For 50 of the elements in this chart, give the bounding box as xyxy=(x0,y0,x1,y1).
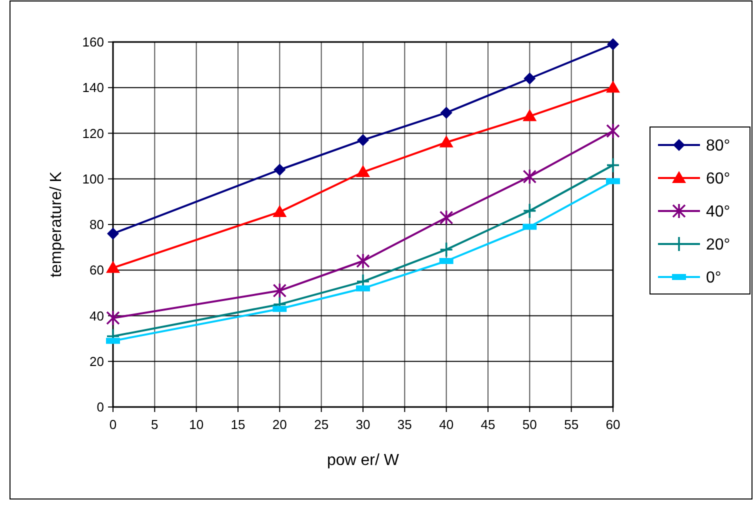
legend-label: 40° xyxy=(706,204,730,221)
y-tick-label: 160 xyxy=(82,34,104,50)
legend-label: 60° xyxy=(706,170,730,188)
point xyxy=(606,80,620,93)
point xyxy=(522,109,537,122)
point xyxy=(439,210,454,226)
point xyxy=(356,165,370,178)
y-tick-label: 80 xyxy=(90,217,104,232)
y-tick-label: 20 xyxy=(90,354,104,369)
point xyxy=(606,157,620,174)
x-tick-label: 25 xyxy=(314,417,329,432)
point xyxy=(522,168,537,184)
x-tick-label: 30 xyxy=(356,417,370,432)
point xyxy=(107,228,119,240)
legend-label: 80° xyxy=(706,138,730,155)
point xyxy=(356,253,370,269)
point xyxy=(439,135,454,148)
legend-label: 20° xyxy=(706,236,730,254)
x-tick-label: 0 xyxy=(109,417,117,432)
x-tick-label: 5 xyxy=(151,417,158,432)
y-tick-label: 120 xyxy=(82,126,104,141)
x-tick-label: 35 xyxy=(397,417,412,432)
y-tick-label: 40 xyxy=(90,308,104,324)
y-tick-label: 0 xyxy=(96,400,104,415)
x-tick-label: 55 xyxy=(564,417,579,432)
legend-label: 0° xyxy=(706,270,722,287)
x-tick-label: 60 xyxy=(606,417,620,432)
point xyxy=(274,164,286,176)
y-axis-title: temperature/ K xyxy=(48,171,65,278)
point xyxy=(606,123,620,139)
point xyxy=(106,310,120,326)
point xyxy=(522,202,537,219)
y-tick-label: 100 xyxy=(82,171,104,186)
point xyxy=(272,282,287,299)
x-tick-label: 45 xyxy=(480,417,496,432)
point xyxy=(607,38,619,50)
x-tick-label: 40 xyxy=(439,417,454,432)
x-tick-label: 10 xyxy=(189,417,204,432)
x-tick-label: 20 xyxy=(272,417,287,432)
x-tick-label: 50 xyxy=(522,417,537,432)
y-tick-label: 140 xyxy=(82,80,104,96)
point xyxy=(106,260,120,273)
y-tick-label: 60 xyxy=(90,262,104,278)
point xyxy=(357,134,369,146)
x-tick-label: 15 xyxy=(230,417,246,432)
point xyxy=(272,204,287,217)
point xyxy=(440,106,452,119)
point xyxy=(439,242,454,258)
point xyxy=(524,72,536,84)
x-axis-title: pow er/ W xyxy=(326,452,400,469)
